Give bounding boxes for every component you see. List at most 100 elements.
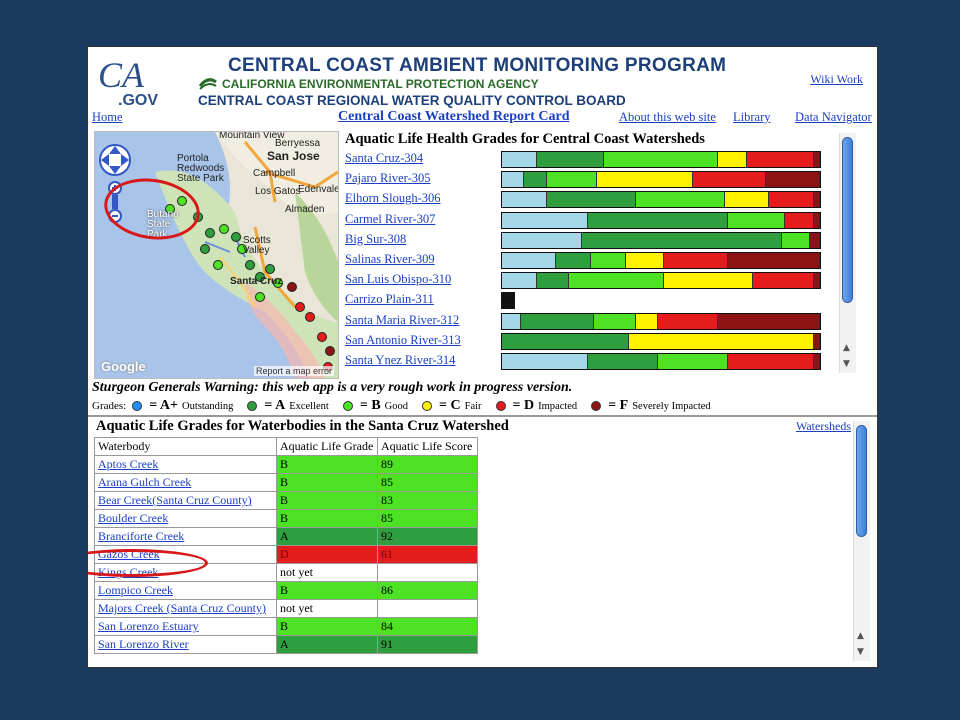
nav-library-link[interactable]: Library: [733, 110, 771, 124]
map-marker[interactable]: [231, 232, 241, 242]
map-marker[interactable]: [265, 264, 275, 274]
map-marker[interactable]: [305, 312, 315, 322]
grade-cell: B: [276, 473, 378, 492]
grade-distribution-bar[interactable]: [501, 272, 821, 290]
map-marker[interactable]: [237, 244, 247, 254]
score-cell: 85: [377, 509, 478, 528]
scroll-up-arrow-icon[interactable]: ▲: [857, 631, 864, 641]
map-zoom-controls[interactable]: [97, 136, 133, 224]
watershed-link[interactable]: San Antonio River-313: [345, 332, 461, 347]
watershed-row[interactable]: Pajaro River-305: [345, 169, 833, 189]
watershed-row[interactable]: Santa Ynez River-314: [345, 351, 833, 371]
table-row[interactable]: San Lorenzo Estuary B 84: [94, 617, 478, 636]
map-label: Los Gatos: [255, 186, 301, 197]
map-marker[interactable]: [317, 332, 327, 342]
waterbody-link[interactable]: Majors Creek (Santa Cruz County): [94, 599, 277, 618]
grade-segment-a-plus: [502, 152, 537, 167]
watershed-row[interactable]: Santa Maria River-312: [345, 311, 833, 331]
waterbody-scroll-thumb[interactable]: [856, 425, 867, 537]
map-marker[interactable]: [177, 196, 187, 206]
map-marker[interactable]: [255, 272, 265, 282]
waterbody-link[interactable]: Aptos Creek: [94, 455, 277, 474]
map-marker[interactable]: [213, 260, 223, 270]
map-marker[interactable]: [165, 204, 175, 214]
watershed-map[interactable]: Mountain View Berryessa Portola Redwoods…: [94, 131, 339, 379]
watershed-link[interactable]: San Luis Obispo-310: [345, 272, 452, 287]
waterbody-link[interactable]: Bear Creek(Santa Cruz County): [94, 491, 277, 510]
zoom-out-button[interactable]: [108, 209, 122, 223]
map-marker[interactable]: [193, 212, 203, 222]
watershed-row[interactable]: Big Sur-308: [345, 230, 833, 250]
pan-control[interactable]: [99, 144, 131, 176]
watershed-scroll-thumb[interactable]: [842, 137, 853, 303]
watershed-scrollbar[interactable]: ▲ ▼: [839, 133, 856, 373]
grade-distribution-bar[interactable]: [501, 353, 821, 370]
wiki-work-link[interactable]: Wiki Work: [810, 72, 863, 86]
grade-distribution-bar[interactable]: [501, 151, 821, 168]
grade-segment-a: [521, 313, 595, 329]
map-error-link[interactable]: Report a map error: [253, 366, 334, 376]
scroll-down-arrow-icon[interactable]: ▼: [857, 647, 864, 657]
watershed-row[interactable]: San Antonio River-313: [345, 331, 833, 351]
grade-distribution-bar[interactable]: [501, 231, 821, 249]
map-marker[interactable]: [325, 346, 335, 356]
zoom-in-button[interactable]: [108, 181, 122, 195]
table-row[interactable]: Branciforte Creek A 92: [94, 527, 478, 546]
table-row[interactable]: Boulder Creek B 85: [94, 509, 478, 528]
waterbody-link[interactable]: Branciforte Creek: [94, 527, 277, 546]
scroll-up-arrow-icon[interactable]: ▲: [843, 343, 850, 353]
table-row[interactable]: Arana Gulch Creek B 85: [94, 473, 478, 492]
map-marker[interactable]: [287, 282, 297, 292]
waterbody-link[interactable]: Boulder Creek: [94, 509, 277, 528]
map-marker[interactable]: [255, 292, 265, 302]
grade-distribution-bar[interactable]: [501, 191, 821, 209]
grade-distribution-bar[interactable]: [501, 252, 821, 269]
nav-data-navigator-link[interactable]: Data Navigator: [795, 110, 872, 124]
grade-segment-d: [769, 192, 814, 208]
watershed-link[interactable]: Santa Ynez River-314: [345, 353, 456, 367]
map-marker[interactable]: [295, 302, 305, 312]
grade-distribution-bar[interactable]: [501, 171, 821, 189]
watershed-link[interactable]: Pajaro River-305: [345, 171, 431, 186]
map-marker[interactable]: [273, 278, 283, 288]
map-marker[interactable]: [245, 260, 255, 270]
watershed-row[interactable]: Santa Cruz-304: [345, 149, 833, 169]
table-row[interactable]: Lompico Creek B 86: [94, 581, 478, 600]
table-row[interactable]: Majors Creek (Santa Cruz County) not yet: [94, 599, 478, 618]
watershed-link[interactable]: Santa Cruz-304: [345, 151, 424, 165]
waterbody-link[interactable]: San Lorenzo Estuary: [94, 617, 277, 636]
watershed-row[interactable]: Salinas River-309: [345, 250, 833, 270]
table-row[interactable]: Aptos Creek B 89: [94, 455, 478, 474]
zoom-slider[interactable]: [112, 195, 118, 209]
map-marker[interactable]: [219, 224, 229, 234]
watershed-row[interactable]: Carmel River-307: [345, 210, 833, 230]
grade-distribution-bar[interactable]: [501, 292, 515, 310]
waterbody-scrollbar[interactable]: ▲ ▼: [853, 421, 870, 661]
grade-distribution-bar[interactable]: [501, 312, 821, 330]
watershed-link[interactable]: Carmel River-307: [345, 211, 436, 226]
nav-report-card-link[interactable]: Central Coast Watershed Report Card: [338, 109, 570, 124]
map-marker[interactable]: [200, 244, 210, 254]
watershed-link[interactable]: Big Sur-308: [345, 231, 407, 246]
watershed-row[interactable]: San Luis Obispo-310: [345, 270, 833, 290]
grade-dot-icon: [495, 401, 506, 411]
watershed-link[interactable]: Carrizo Plain-311: [345, 292, 434, 307]
watershed-link[interactable]: Elhorn Slough-306: [345, 191, 441, 206]
waterbody-link[interactable]: Arana Gulch Creek: [94, 473, 277, 492]
grade-distribution-bar[interactable]: [501, 211, 821, 229]
nav-about-link[interactable]: About this web site: [619, 110, 716, 124]
watershed-row[interactable]: Elhorn Slough-306: [345, 189, 833, 209]
table-row[interactable]: Bear Creek(Santa Cruz County) B 83: [94, 491, 478, 510]
watershed-link[interactable]: Santa Maria River-312: [345, 312, 460, 327]
scroll-down-arrow-icon[interactable]: ▼: [843, 359, 850, 369]
waterbody-link[interactable]: San Lorenzo River: [94, 635, 277, 654]
watershed-link[interactable]: Salinas River-309: [345, 252, 435, 266]
watershed-row[interactable]: Carrizo Plain-311: [345, 290, 833, 310]
nav-home-link[interactable]: Home: [92, 110, 123, 124]
waterbody-link[interactable]: Lompico Creek: [94, 581, 277, 600]
table-row[interactable]: San Lorenzo River A 91: [94, 635, 478, 654]
ca-gov-logo[interactable]: CA .GOV: [96, 53, 178, 109]
map-marker[interactable]: [205, 228, 215, 238]
grade-distribution-bar[interactable]: [501, 332, 821, 350]
watersheds-link[interactable]: Watersheds: [795, 419, 851, 433]
